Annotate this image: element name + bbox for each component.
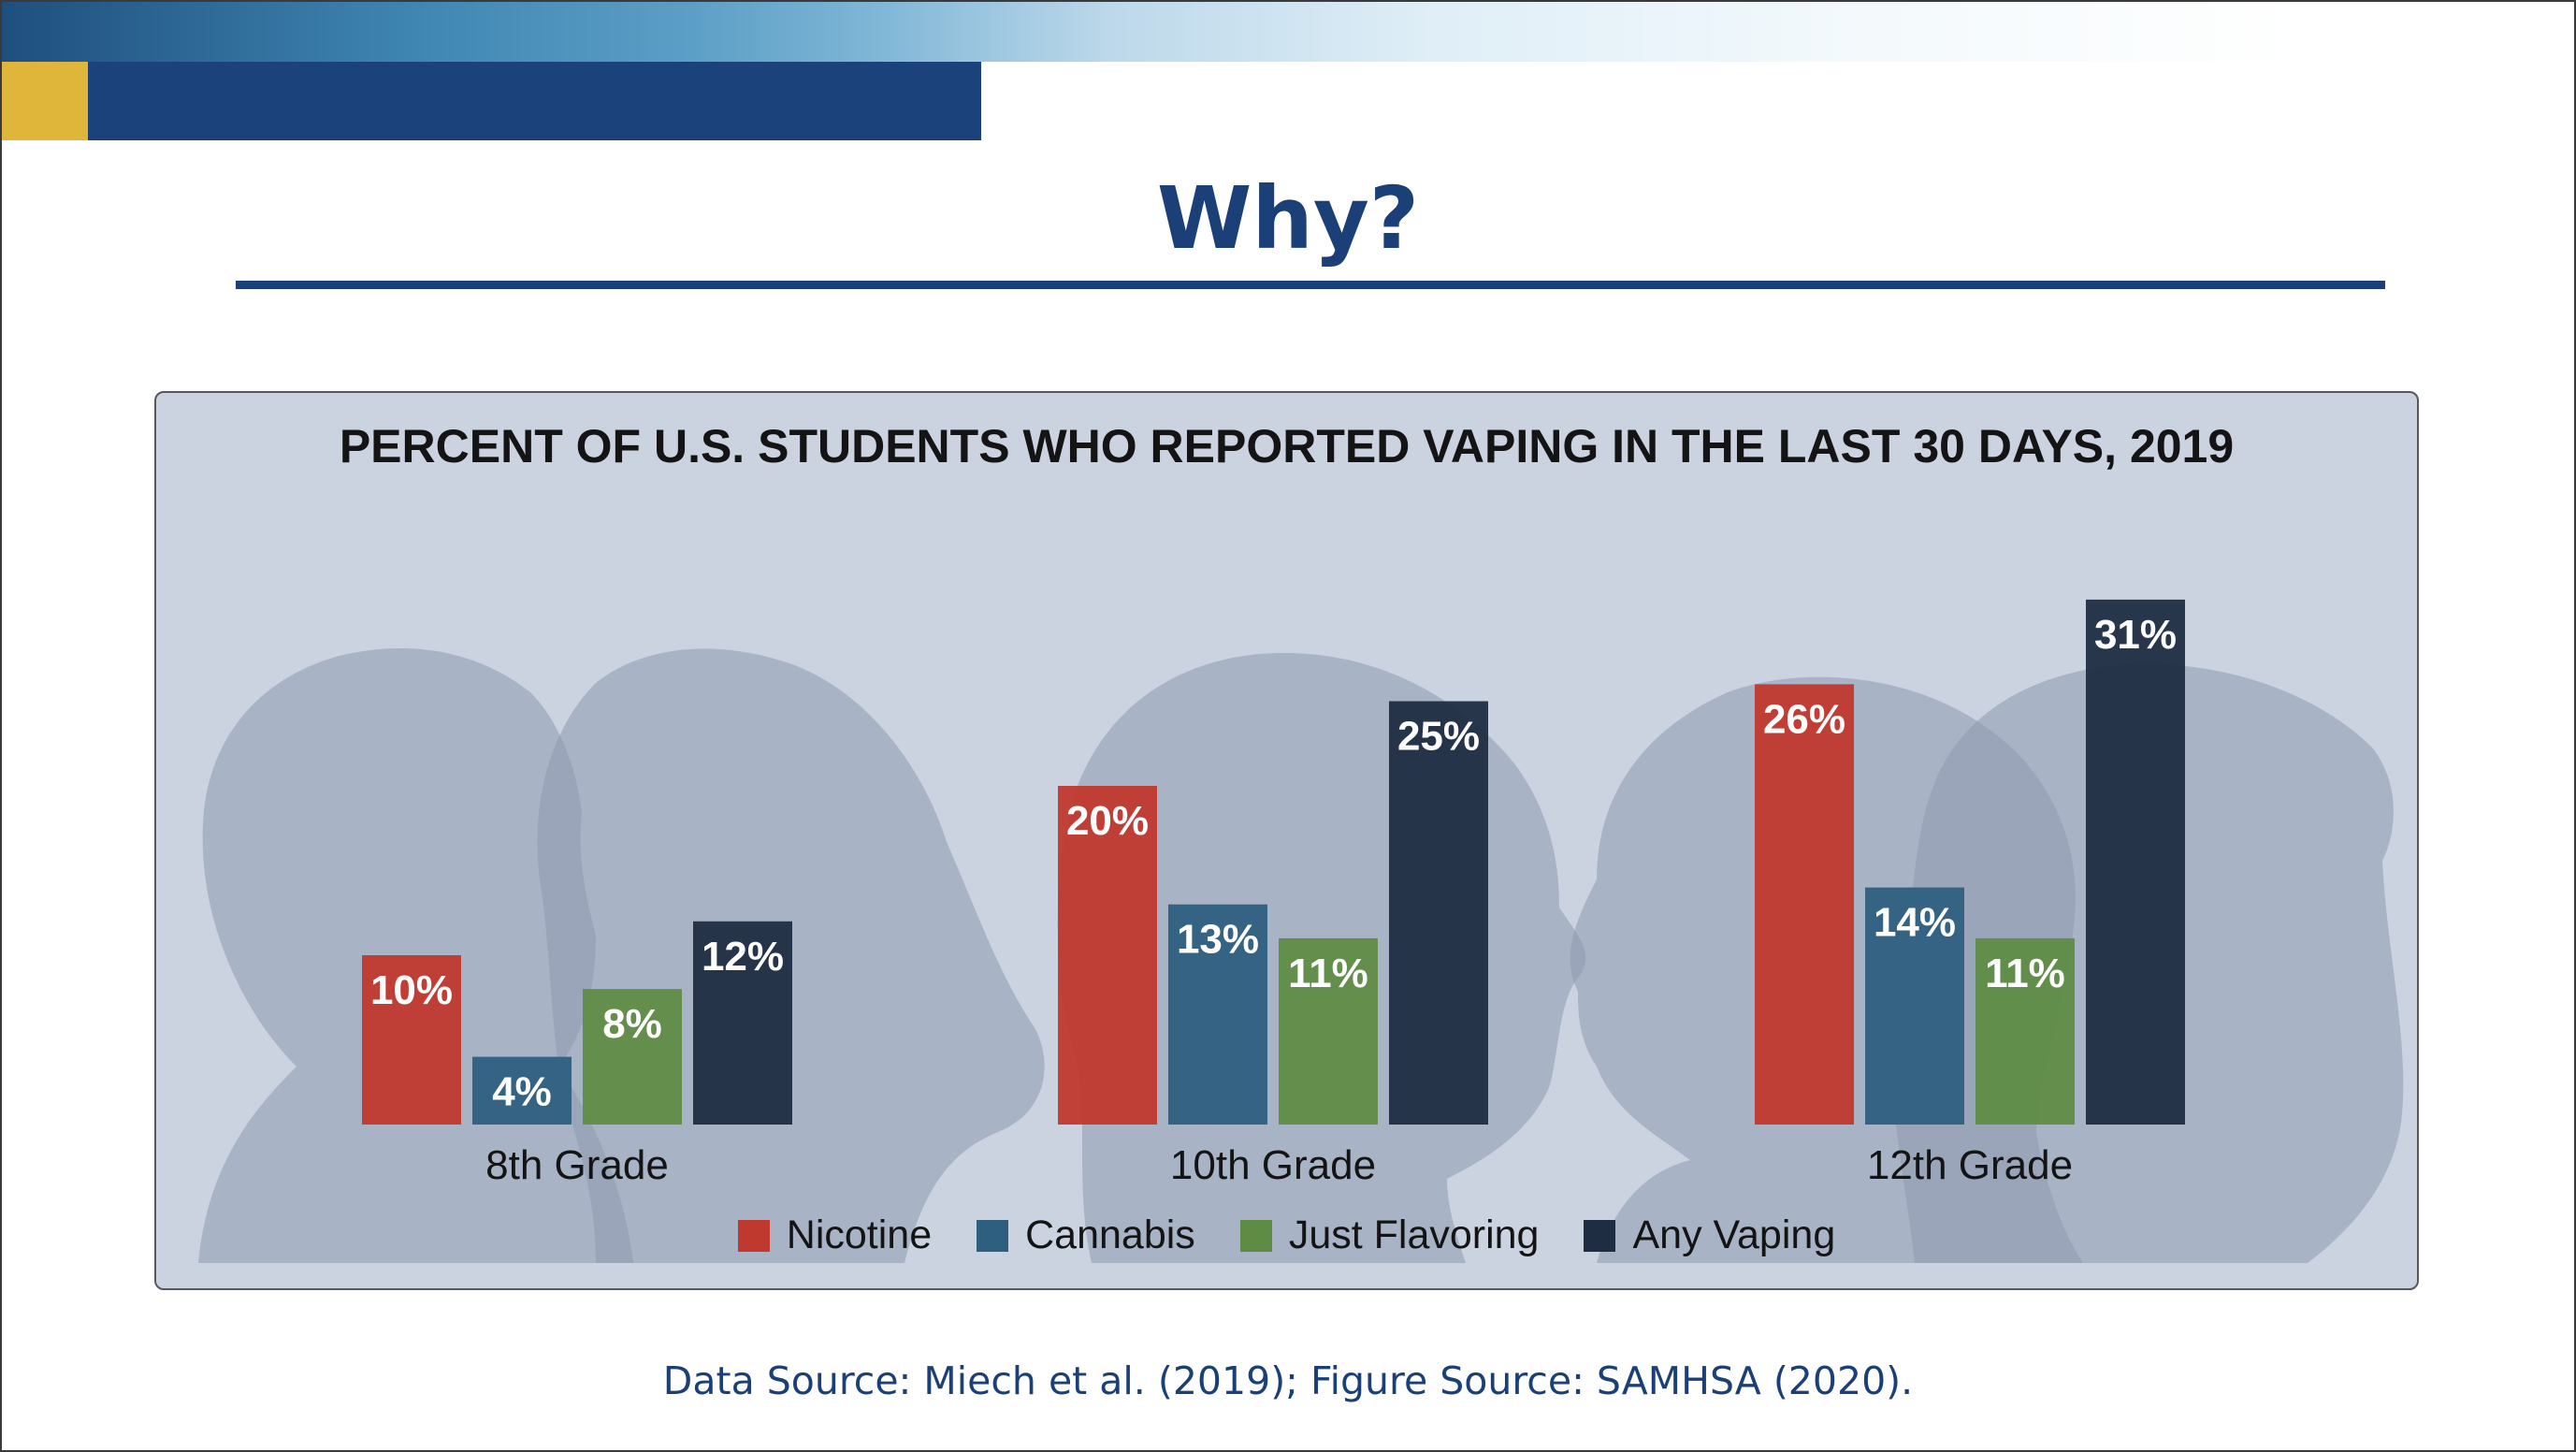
data-label-nicotine-10th-grade: 20% (1066, 798, 1149, 844)
header-navy-block (88, 62, 981, 140)
data-label-nicotine-12th-grade: 26% (1763, 696, 1845, 742)
bar-nicotine-8th-grade (362, 955, 461, 1125)
bars-layer: 10% 4% 8% 12% 20% 13% 11% 25% 26% 14% 11% 31% (362, 599, 2185, 1125)
title-underline (236, 281, 2385, 289)
bar-cannabis-12th-grade (1865, 887, 1964, 1125)
legend-item-nicotine: Nicotine (737, 1212, 933, 1258)
x-label-10th-grade: 10th Grade (1170, 1142, 1376, 1188)
legend-label-any-vaping: Any Vaping (1632, 1212, 1836, 1257)
chart-panel: 10% 4% 8% 12% 20% 13% 11% 25% 26% 14% 11% 31% 8th G… (154, 391, 2419, 1290)
bar-any-vaping-8th-grade (693, 921, 792, 1125)
chart-legend: Nicotine Cannabis Just Flavoring Any Vap… (156, 1212, 2417, 1258)
bar-nicotine-10th-grade (1058, 786, 1157, 1125)
bar-cannabis-10th-grade (1168, 904, 1267, 1125)
source-note: Data Source: Miech et al. (2019); Figure… (662, 1358, 1914, 1403)
legend-item-cannabis: Cannabis (977, 1212, 1195, 1258)
bar-chart: 10% 4% 8% 12% 20% 13% 11% 25% 26% 14% 11% 31% 8th G… (198, 599, 2404, 1263)
data-label-any-vaping-8th-grade: 12% (702, 934, 784, 980)
data-label-just-flavoring-10th-grade: 11% (1288, 951, 1368, 996)
data-label-just-flavoring-8th-grade: 8% (602, 1001, 662, 1047)
legend-item-just-flavoring: Just Flavoring (1239, 1212, 1540, 1258)
data-label-cannabis-12th-grade: 14% (1874, 900, 1956, 946)
chart-title: PERCENT OF U.S. STUDENTS WHO REPORTED VA… (339, 420, 2235, 472)
legend-swatch-any-vaping (1584, 1219, 1616, 1252)
legend-swatch-nicotine (737, 1219, 770, 1252)
data-label-any-vaping-10th-grade: 25% (1397, 714, 1480, 760)
data-label-cannabis-8th-grade: 4% (492, 1069, 552, 1115)
data-label-cannabis-10th-grade: 13% (1177, 917, 1259, 963)
x-label-8th-grade: 8th Grade (485, 1142, 669, 1188)
x-label-12th-grade: 12th Grade (1867, 1142, 2073, 1188)
header-gold-block (2, 62, 88, 140)
legend-label-cannabis: Cannabis (1025, 1212, 1195, 1257)
data-label-just-flavoring-12th-grade: 11% (1985, 951, 2065, 996)
bar-just-flavoring-12th-grade (1975, 937, 2075, 1125)
slide-title: Why? (1156, 168, 1420, 269)
data-label-nicotine-8th-grade: 10% (370, 967, 453, 1013)
data-label-any-vaping-12th-grade: 31% (2094, 612, 2177, 658)
legend-swatch-just-flavoring (1239, 1219, 1272, 1252)
bar-cannabis-8th-grade (472, 1056, 572, 1125)
bar-any-vaping-10th-grade (1389, 701, 1488, 1125)
bar-just-flavoring-8th-grade (583, 989, 682, 1125)
bar-nicotine-12th-grade (1755, 684, 1854, 1125)
x-axis-labels: 8th Grade 10th Grade 12th Grade (485, 1142, 2073, 1188)
bar-any-vaping-12th-grade (2086, 599, 2185, 1125)
legend-item-any-vaping: Any Vaping (1584, 1212, 1835, 1258)
legend-label-nicotine: Nicotine (786, 1212, 933, 1257)
legend-label-just-flavoring: Just Flavoring (1288, 1212, 1540, 1257)
legend-swatch-cannabis (977, 1219, 1009, 1252)
bar-just-flavoring-10th-grade (1279, 937, 1378, 1125)
header-banner-image (2, 2, 2303, 62)
